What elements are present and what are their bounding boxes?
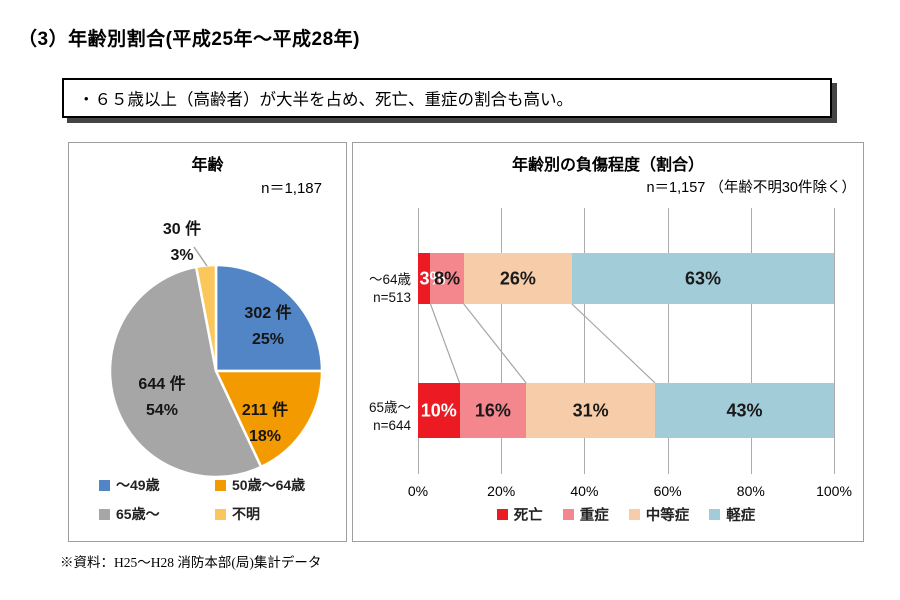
callout-text: ・６５歳以上（高齢者）が大半を占め、死亡、重症の割合も高い。 [78, 91, 573, 109]
injury-severity-bar-panel: 年齢別の負傷程度（割合） n＝1,157 （年齢不明30件除く） 0% 20% 40… [352, 142, 864, 542]
age-pie-chart [108, 246, 324, 479]
pie-legend-item-unknown: 不明 [215, 504, 305, 524]
bar-category-sublabel-0: n=513 [373, 290, 411, 305]
x-axis-tick-label-5: 100% [816, 483, 852, 499]
bar-segment-0-死亡 [418, 253, 431, 304]
pie-label-50to64-count: 211 件 [241, 402, 289, 419]
bar-legend-label: 重症 [579, 508, 609, 524]
gridline-1 [501, 208, 503, 474]
bar-segment-label-1-軽症: 43% [726, 400, 763, 420]
pie-label-under49-count: 302 件 [244, 305, 292, 322]
pie-legend-label: 不明 [232, 506, 260, 522]
bar-segment-0-中等症 [463, 253, 572, 304]
key-finding-callout: ・６５歳以上（高齢者）が大半を占め、死亡、重症の割合も高い。 [62, 78, 832, 118]
bar-segment-label-0-中等症: 26% [499, 268, 536, 288]
bar-segment-0-軽症 [571, 253, 834, 304]
bar-segment-1-死亡 [418, 383, 460, 438]
connector-line-1 [463, 303, 527, 384]
pie-label-50to64: 211 件 18% [242, 398, 288, 450]
x-axis-tick-label-4: 80% [736, 483, 765, 499]
bar-segment-label-0-死亡: 3% [419, 268, 446, 288]
x-axis-tick-label-0: 0% [407, 483, 429, 499]
bar-segment-1-軽症 [655, 383, 834, 438]
bar-legend-item-重症: 重症 [562, 504, 609, 525]
pie-legend-label: 65歳～ [116, 506, 160, 522]
bar-category-sublabel-1: n=644 [373, 418, 411, 433]
pie-label-over65-percent: 54% [145, 402, 179, 419]
legend-swatch-icon [99, 508, 110, 520]
pie-slice-1 [214, 369, 324, 469]
age-pie-panel: 年齢 n＝1,187 30 件 3% 302 件 25% 211 件 18% 6… [68, 142, 347, 542]
pie-label-under49: 302 件 25% [244, 301, 291, 353]
bar-segment-1-重症 [459, 383, 527, 438]
pie-slice-0 [214, 263, 324, 373]
page-title: （3）年齢別割合(平成25年～平成28年) [18, 29, 360, 50]
pie-chart-title: 年齢 [191, 157, 224, 174]
x-axis-tick-label-2: 40% [570, 483, 599, 499]
bar-legend-item-死亡: 死亡 [496, 504, 543, 525]
bar-legend-label: 死亡 [513, 508, 543, 524]
bar-segment-1-中等症 [526, 383, 656, 438]
pie-label-over65-count: 644 件 [138, 376, 186, 393]
pie-slice-2 [108, 265, 263, 479]
connector-line-0 [429, 303, 461, 384]
bar-legend-label: 中等症 [645, 508, 690, 524]
pie-legend-label: 50歳～64歳 [232, 477, 306, 493]
pie-label-unknown-percent: 3% [170, 247, 194, 264]
pie-legend-label: ～49歳 [116, 477, 160, 493]
bar-segment-label-1-中等症: 31% [572, 400, 609, 420]
bar-segment-label-1-重症: 16% [474, 400, 511, 420]
pie-legend-item-over65: 65歳～ [99, 504, 211, 524]
bar-segment-label-0-重症: 8% [434, 268, 461, 288]
gridline-0 [418, 208, 419, 474]
bar-category-0: ～64歳 n=513 [353, 271, 411, 307]
bar-category-label-1: 65歳～ [368, 400, 411, 415]
bar-segment-label-0-軽症: 63% [684, 268, 721, 288]
source-note: ※資料：H25～H28 消防本部(局)集計データ [60, 555, 322, 570]
series-connector-lines [429, 303, 656, 384]
legend-swatch-icon [99, 479, 110, 491]
pie-label-under49-percent: 25% [251, 331, 285, 348]
bar-chart-title: 年齢別の負傷程度（割合） [511, 157, 704, 174]
bar-n-label: n＝1,157 （年齢不明30件除く） [646, 180, 856, 196]
gridline-5 [834, 208, 835, 474]
bar-legend-label: 軽症 [726, 508, 756, 524]
gridline-4 [750, 208, 752, 474]
bar-category-1: 65歳～ n=644 [353, 399, 411, 435]
pie-legend-item-50to64: 50歳～64歳 [215, 475, 305, 495]
legend-swatch-icon [496, 509, 508, 520]
legend-swatch-icon [215, 479, 226, 491]
connector-line-2 [571, 303, 656, 384]
pie-label-unknown: 30 件 3% [163, 217, 201, 269]
bar-category-label-0: ～64歳 [368, 272, 411, 287]
pie-label-over65: 644 件 54% [138, 372, 185, 424]
legend-swatch-icon [628, 509, 640, 520]
legend-swatch-icon [562, 509, 574, 520]
bar-segment-0-重症 [430, 253, 464, 304]
pie-leader-line [193, 246, 208, 267]
pie-n-label: n＝1,187 [261, 180, 322, 197]
bar-legend: 死亡 重症 中等症 軽症 [418, 504, 834, 525]
x-axis-tick-label-1: 20% [487, 483, 516, 499]
x-axis-tick-label-3: 60% [653, 483, 682, 499]
bar-legend-item-軽症: 軽症 [709, 504, 755, 525]
pie-legend: ～49歳 50歳～64歳 65歳～ 不明 [99, 475, 305, 524]
legend-swatch-icon [709, 509, 721, 520]
pie-legend-item-under49: ～49歳 [99, 475, 211, 495]
bar-legend-item-中等症: 中等症 [628, 504, 690, 525]
gridline-2 [584, 208, 586, 474]
gridline-3 [667, 208, 669, 474]
bar-segment-label-1-死亡: 10% [420, 400, 457, 420]
pie-label-50to64-percent: 18% [248, 428, 282, 445]
pie-label-unknown-count: 30 件 [162, 221, 202, 238]
legend-swatch-icon [215, 508, 226, 520]
